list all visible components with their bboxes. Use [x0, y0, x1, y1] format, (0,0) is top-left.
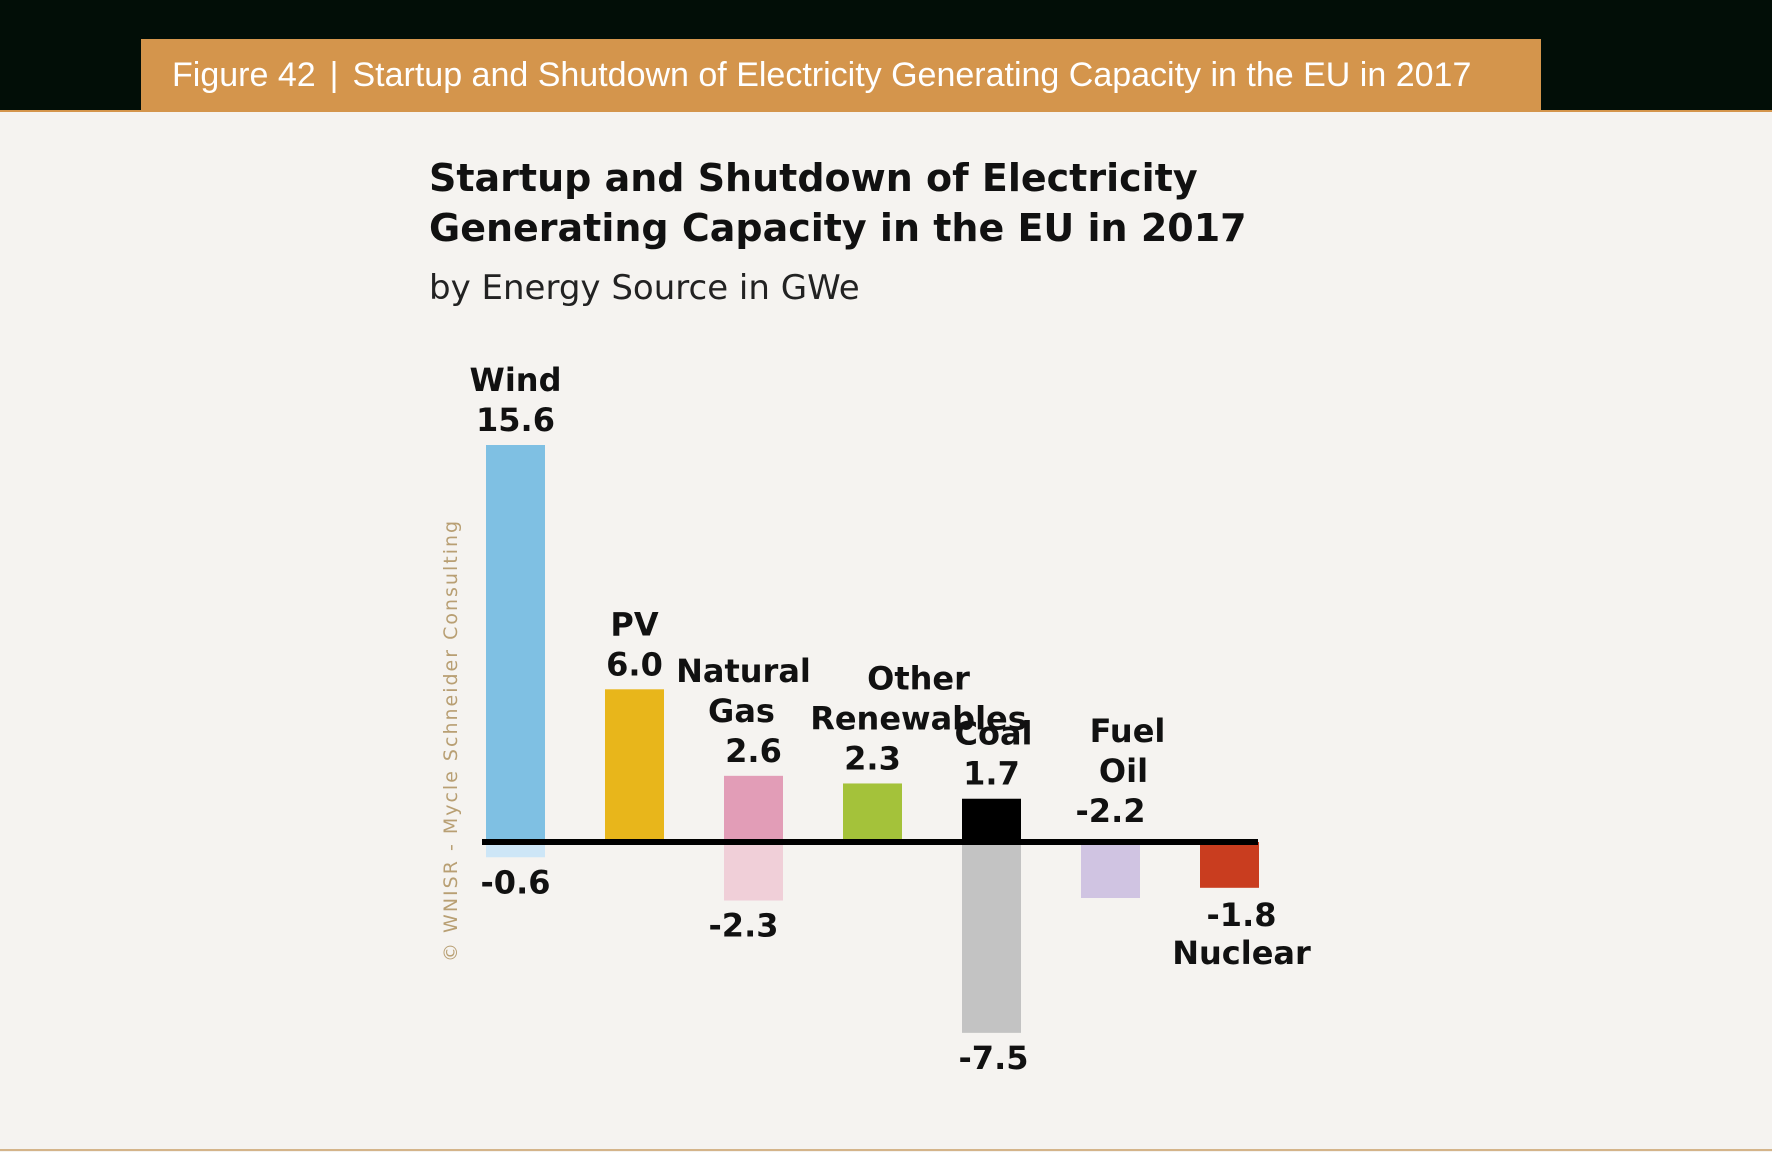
value-label-natural-gas-shutdown: -2.3 [709, 907, 779, 945]
figure-number: Figure 42 [172, 56, 316, 94]
value-label-fuel-oil-shutdown: -2.2 [1076, 792, 1146, 830]
bar-nuclear-shutdown [1200, 842, 1259, 888]
bar-other-renewables-startup [843, 783, 902, 842]
value-label-coal-startup: 1.7 [963, 755, 1020, 793]
value-label-wind-shutdown: -0.6 [481, 863, 551, 901]
value-label-nuclear-shutdown: -1.8 [1207, 896, 1277, 934]
bar-coal-startup [962, 798, 1021, 842]
category-label-nuclear: Nuclear [1172, 934, 1311, 972]
bar-wind-startup [486, 445, 545, 842]
bar-natural-gas-startup [724, 775, 783, 842]
bar-pv-startup [605, 689, 664, 842]
category-label-fuel-oil-2: Oil [1099, 752, 1148, 790]
bar-wind-shutdown [486, 842, 545, 858]
bottom-rule [0, 1149, 1772, 1151]
category-label-natural-gas-2: Gas [708, 692, 775, 730]
value-label-natural-gas-startup: 2.6 [725, 732, 782, 770]
bar-fuel-oil-shutdown [1081, 842, 1140, 898]
value-label-coal-shutdown: -7.5 [959, 1039, 1029, 1077]
category-label-wind: Wind [470, 361, 562, 399]
category-label-coal: Coal [954, 715, 1032, 753]
value-label-pv-startup: 6.0 [606, 645, 663, 683]
bar-coal-shutdown [962, 842, 1021, 1033]
category-label-other-renewables-1: Other [867, 659, 970, 697]
header-rule [0, 110, 1772, 112]
figure-header-title: Startup and Shutdown of Electricity Gene… [352, 56, 1472, 94]
chart-title: Startup and Shutdown of Electricity Gene… [429, 156, 1247, 250]
value-label-other-renewables-startup: 2.3 [844, 739, 901, 777]
chart-subtitle: by Energy Source in GWe [429, 268, 860, 308]
figure-header: Figure 42 | Startup and Shutdown of Electr… [141, 39, 1541, 111]
category-label-natural-gas-1: Natural [676, 652, 811, 690]
figure-separator: | [329, 56, 339, 94]
bar-natural-gas-shutdown [724, 842, 783, 901]
category-label-fuel-oil-1: Fuel [1090, 712, 1166, 750]
category-label-pv: PV [610, 605, 658, 643]
category-label-other-renewables-2: Renewables [810, 699, 1027, 737]
value-label-wind-startup: 15.6 [476, 401, 555, 439]
